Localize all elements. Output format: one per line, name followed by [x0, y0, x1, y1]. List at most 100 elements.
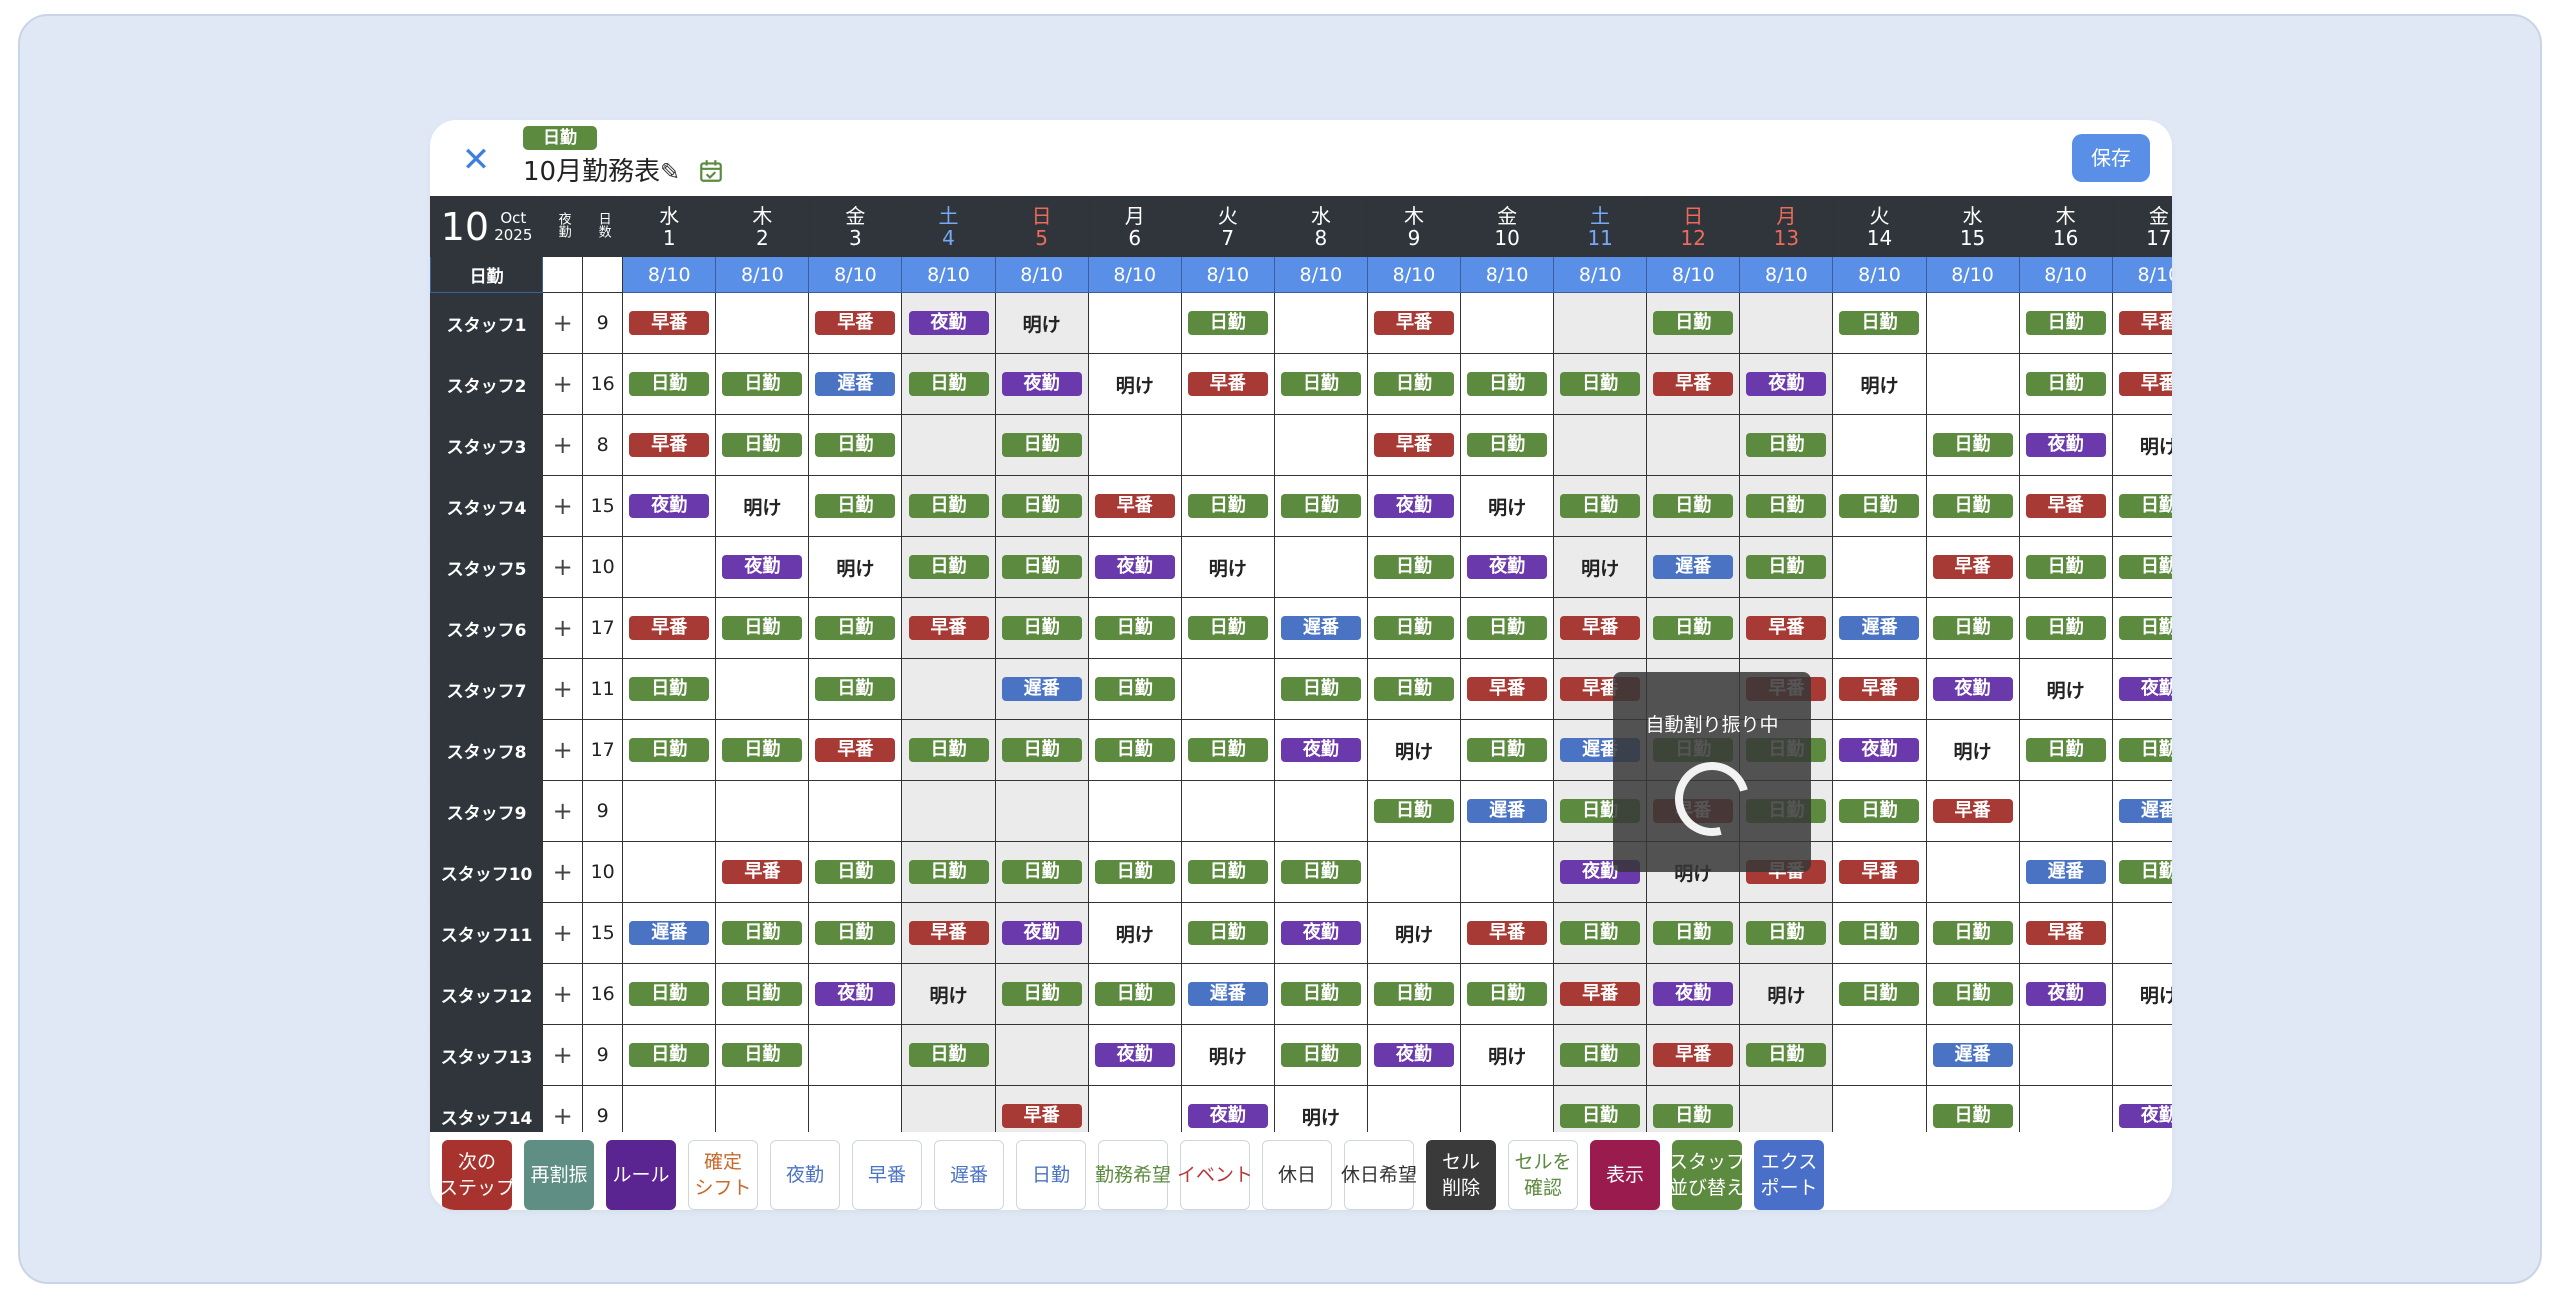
shift-chip[interactable]: 日勤 — [722, 1043, 803, 1067]
shift-cell[interactable] — [622, 780, 717, 842]
shift-cell[interactable]: 明け — [1366, 902, 1462, 964]
shift-cell[interactable]: 明け — [994, 292, 1089, 354]
shift-chip[interactable]: 日勤 — [2025, 311, 2106, 335]
shift-cell[interactable]: 日勤 — [715, 414, 810, 476]
shift-chip[interactable]: 早番 — [2118, 311, 2172, 335]
shift-cell[interactable]: 日勤 — [715, 353, 810, 415]
shift-cell[interactable]: 日勤 — [1832, 292, 1927, 354]
shift-chip[interactable]: 日勤 — [815, 921, 896, 945]
shift-chip[interactable]: 日勤 — [722, 982, 803, 1006]
shift-cell[interactable]: 明け — [1366, 719, 1462, 781]
shift-cell[interactable] — [1180, 414, 1275, 476]
shift-chip[interactable]: 夜勤 — [1001, 921, 1082, 945]
shift-chip[interactable]: 早番 — [1467, 921, 1548, 945]
shift-chip[interactable]: 早番 — [1653, 1043, 1734, 1067]
shift-chip[interactable]: 夜勤 — [629, 494, 710, 518]
rule-button[interactable]: ルール — [606, 1140, 676, 1210]
shift-cell[interactable]: 遅番 — [1925, 1024, 2020, 1086]
shift-chip[interactable]: 早番 — [1560, 616, 1641, 640]
shift-cell[interactable]: 日勤 — [1273, 963, 1368, 1025]
shift-cell[interactable] — [1832, 1085, 1927, 1132]
shift-cell[interactable]: 明け — [1087, 902, 1182, 964]
shift-chip[interactable]: 遅番 — [1932, 1043, 2013, 1067]
shift-cell[interactable]: 日勤 — [1087, 841, 1182, 903]
shift-cell[interactable] — [1087, 1085, 1182, 1132]
shift-chip[interactable]: 日勤 — [1187, 311, 1268, 335]
shift-cell[interactable]: 遅番 — [1180, 963, 1275, 1025]
shift-chip[interactable]: 日勤 — [1373, 982, 1454, 1006]
shift-chip[interactable]: 日勤 — [1839, 311, 1920, 335]
shift-cell[interactable]: 明け — [1087, 353, 1182, 415]
shift-chip[interactable]: 夜勤 — [1280, 921, 1361, 945]
shift-cell[interactable]: 日勤 — [1087, 658, 1182, 720]
shift-chip[interactable]: 日勤 — [1094, 860, 1175, 884]
shift-chip[interactable]: 日勤 — [1746, 921, 1827, 945]
next-button[interactable]: 次の ステップ — [439, 1140, 515, 1210]
shift-cell[interactable]: 夜勤 — [1180, 1085, 1275, 1132]
shift-chip[interactable]: 日勤 — [1560, 1104, 1641, 1128]
shift-cell[interactable]: 日勤 — [622, 719, 717, 781]
shift-chip[interactable]: 早番 — [1187, 372, 1268, 396]
shift-chip[interactable]: 日勤 — [908, 738, 989, 762]
shift-cell[interactable]: 早番 — [622, 414, 717, 476]
shift-cell[interactable] — [2018, 1085, 2113, 1132]
shift-cell[interactable]: 早番 — [1180, 353, 1275, 415]
display-button[interactable]: 表示 — [1590, 1140, 1660, 1210]
shift-chip[interactable]: 日勤 — [1932, 982, 2013, 1006]
shift-cell[interactable]: 早番 — [901, 902, 996, 964]
shift-cell[interactable]: 日勤 — [715, 719, 810, 781]
shift-chip[interactable]: 日勤 — [1467, 982, 1548, 1006]
shift-cell[interactable]: 遅番 — [2018, 841, 2113, 903]
shift-cell[interactable]: 明け — [715, 475, 810, 537]
shift-cell[interactable]: 日勤 — [1460, 353, 1555, 415]
shift-chip[interactable]: 日勤 — [1094, 738, 1175, 762]
shift-cell[interactable]: 日勤 — [1925, 475, 2020, 537]
shift-cell[interactable]: 日勤 — [1180, 475, 1275, 537]
shift-cell[interactable]: 日勤 — [901, 841, 996, 903]
shift-chip[interactable]: 日勤 — [1373, 372, 1454, 396]
add-shift-button[interactable]: + — [542, 414, 584, 476]
shift-cell[interactable]: 早番 — [994, 1085, 1089, 1132]
shift-cell[interactable]: 遅番 — [994, 658, 1089, 720]
shift-chip[interactable]: 早番 — [908, 616, 989, 640]
shift-cell[interactable]: 日勤 — [1739, 902, 1834, 964]
shift-cell[interactable]: 早番 — [901, 597, 996, 659]
shift-chip[interactable]: 日勤 — [1467, 738, 1548, 762]
shift-cell[interactable] — [1832, 414, 1927, 476]
shift-cell[interactable]: 日勤 — [1180, 841, 1275, 903]
shift-cell[interactable]: 日勤 — [1180, 597, 1275, 659]
staff-name[interactable]: スタッフ5 — [430, 536, 544, 598]
shift-cell[interactable]: 日勤 — [994, 475, 1089, 537]
shift-cell[interactable]: 夜勤 — [1460, 536, 1555, 598]
shift-chip[interactable]: 早番 — [629, 433, 710, 457]
request-button[interactable]: 勤務希望 — [1095, 1140, 1171, 1210]
shift-chip[interactable]: 日勤 — [815, 677, 896, 701]
shift-chip[interactable]: 日勤 — [815, 860, 896, 884]
shift-cell[interactable]: 夜勤 — [1366, 1024, 1462, 1086]
shift-cell[interactable] — [901, 1085, 996, 1132]
shift-chip[interactable]: 夜勤 — [1373, 494, 1454, 518]
shift-cell[interactable] — [1273, 414, 1368, 476]
staff-name[interactable]: スタッフ7 — [430, 658, 544, 720]
shift-cell[interactable]: 早番 — [1925, 536, 2020, 598]
shift-cell[interactable]: 日勤 — [622, 963, 717, 1025]
shift-cell[interactable]: 早番 — [808, 292, 903, 354]
shift-cell[interactable]: 早番 — [1739, 597, 1834, 659]
shift-chip[interactable]: 日勤 — [1001, 738, 1082, 762]
shift-cell[interactable]: 早番 — [622, 292, 717, 354]
shift-cell[interactable]: 早番 — [2018, 902, 2113, 964]
shift-chip[interactable]: 日勤 — [1839, 494, 1920, 518]
shift-chip[interactable]: 早番 — [1839, 860, 1920, 884]
shift-cell[interactable] — [2111, 902, 2172, 964]
shift-cell[interactable]: 夜勤 — [1925, 658, 2020, 720]
shift-cell[interactable] — [622, 536, 717, 598]
shift-cell[interactable]: 日勤 — [1460, 414, 1555, 476]
shift-cell[interactable]: 日勤 — [1646, 475, 1741, 537]
shift-cell[interactable]: 日勤 — [1646, 902, 1741, 964]
shift-cell[interactable] — [1273, 780, 1368, 842]
shift-cell[interactable] — [1180, 780, 1275, 842]
shift-cell[interactable]: 日勤 — [715, 902, 810, 964]
day-button[interactable]: 日勤 — [1016, 1140, 1086, 1210]
shift-cell[interactable]: 夜勤 — [994, 353, 1089, 415]
shift-cell[interactable]: 日勤 — [901, 475, 996, 537]
